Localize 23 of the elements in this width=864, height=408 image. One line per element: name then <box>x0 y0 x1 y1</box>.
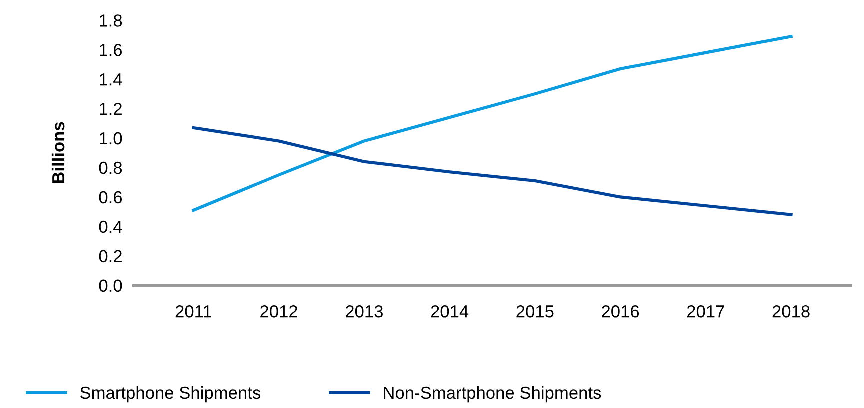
y-tick-label: 1.4 <box>100 74 122 86</box>
y-tick-label: 0.0 <box>99 280 122 292</box>
legend-label: Smartphone Shipments <box>80 386 261 403</box>
x-tick-label: 2018 <box>772 306 810 318</box>
x-tick-label: 2016 <box>602 306 640 318</box>
line-series <box>192 35 793 212</box>
y-tick-label: 1.2 <box>100 102 122 116</box>
y-tick-label: 0.8 <box>99 162 122 174</box>
x-tick-label: 2012 <box>260 306 298 318</box>
x-tick-label: 2011 <box>176 306 212 318</box>
y-tick-label: 1.8 <box>100 14 122 27</box>
y-tick-label: 0.6 <box>99 191 122 204</box>
y-tick-label: 1.6 <box>100 44 122 56</box>
x-tick-label: 2017 <box>687 306 724 318</box>
y-tick-label: 0.2 <box>99 250 122 263</box>
y-axis-title: Billions <box>52 122 65 184</box>
x-tick-label: 2015 <box>516 306 554 318</box>
x-tick-label: 2013 <box>346 306 383 318</box>
x-tick-label: 2014 <box>431 306 469 318</box>
line-series <box>192 126 793 216</box>
legend-label: Non-Smartphone Shipments <box>384 386 602 403</box>
y-tick-label: 1.0 <box>100 132 122 145</box>
y-tick-label: 0.4 <box>99 220 122 234</box>
